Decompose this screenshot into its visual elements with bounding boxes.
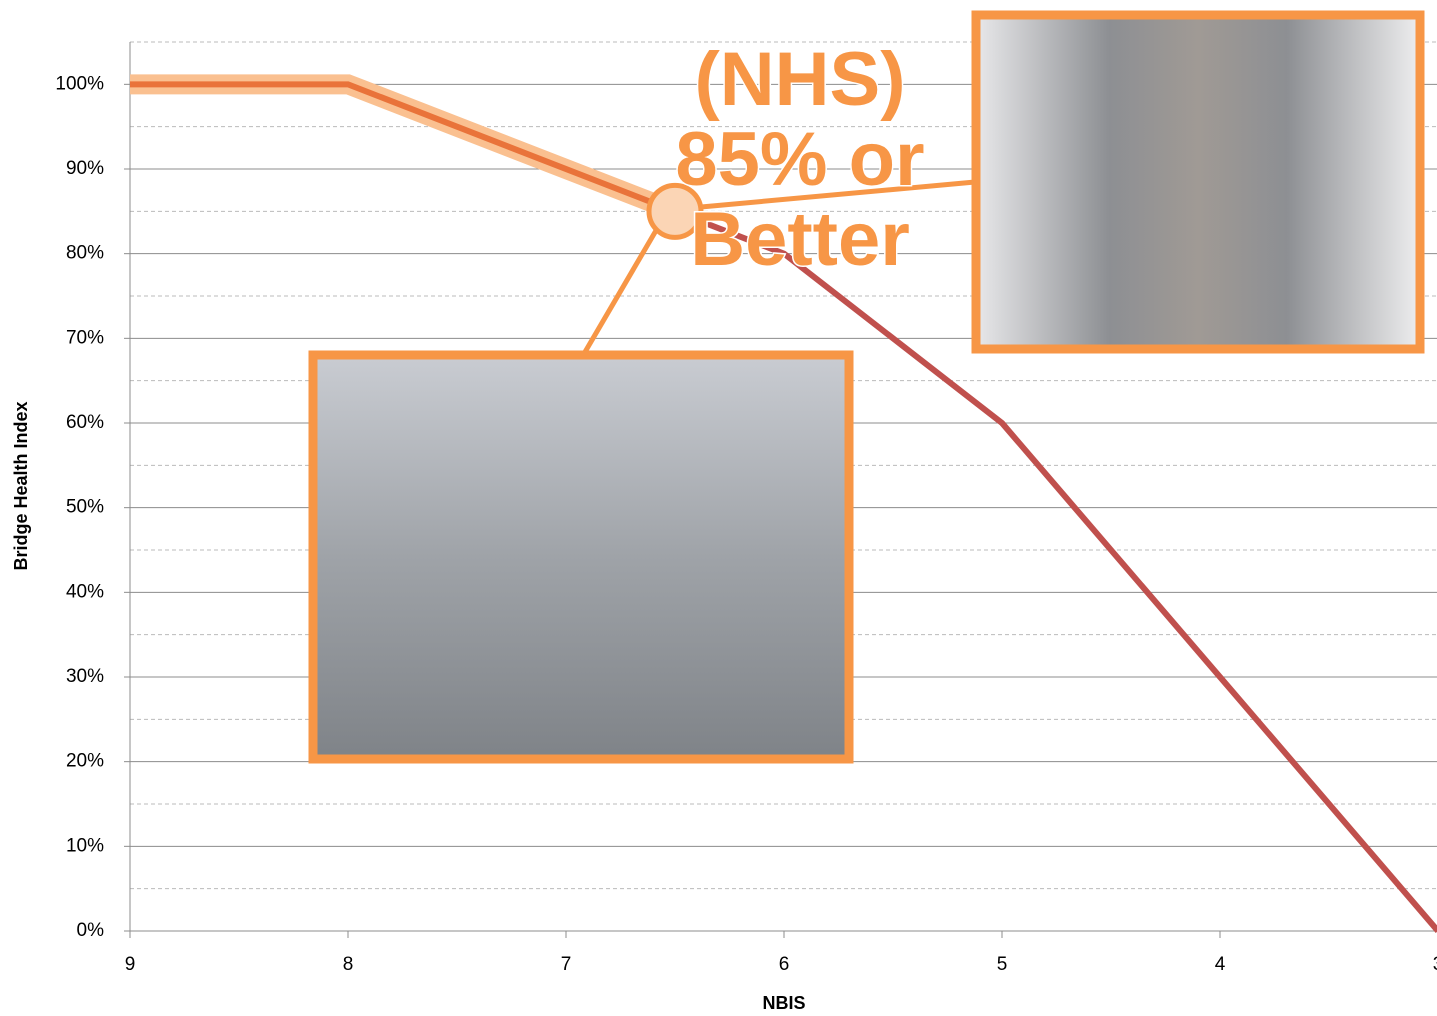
annotation: 85% or (675, 117, 924, 202)
annotation: Better (690, 197, 910, 282)
y-tick-label: 10% (66, 835, 104, 856)
photo-deck (308, 350, 854, 764)
callout-line (667, 179, 976, 213)
y-tick-label: 60% (66, 412, 104, 433)
y-tick-label: 0% (77, 920, 105, 941)
x-tick-label: 4 (1215, 954, 1226, 975)
x-axis-title: NBIS (762, 993, 805, 1013)
y-axis-title: Bridge Health Index (11, 401, 31, 570)
y-tick-label: 20% (66, 751, 104, 772)
x-tick-label: 9 (125, 954, 136, 975)
photo-girder (971, 10, 1425, 354)
y-tick-label: 80% (66, 243, 104, 264)
callout-line (582, 208, 671, 354)
photo-callouts (308, 10, 1425, 764)
y-tick-label: 30% (66, 666, 104, 687)
x-tick-label: 8 (343, 954, 354, 975)
x-tick-label: 5 (997, 954, 1008, 975)
highlight-marker (646, 182, 704, 240)
highlight-line (130, 81, 677, 215)
y-tick-label: 50% (66, 497, 104, 518)
annotation: (NHS) (694, 37, 905, 122)
x-tick-label: 7 (561, 954, 572, 975)
x-tick-label: 6 (779, 954, 790, 975)
y-tick-label: 100% (55, 73, 104, 94)
x-tick-label: 3 (1433, 954, 1437, 975)
y-tick-label: 90% (66, 158, 104, 179)
y-tick-label: 40% (66, 581, 104, 602)
y-tick-label: 70% (66, 327, 104, 348)
